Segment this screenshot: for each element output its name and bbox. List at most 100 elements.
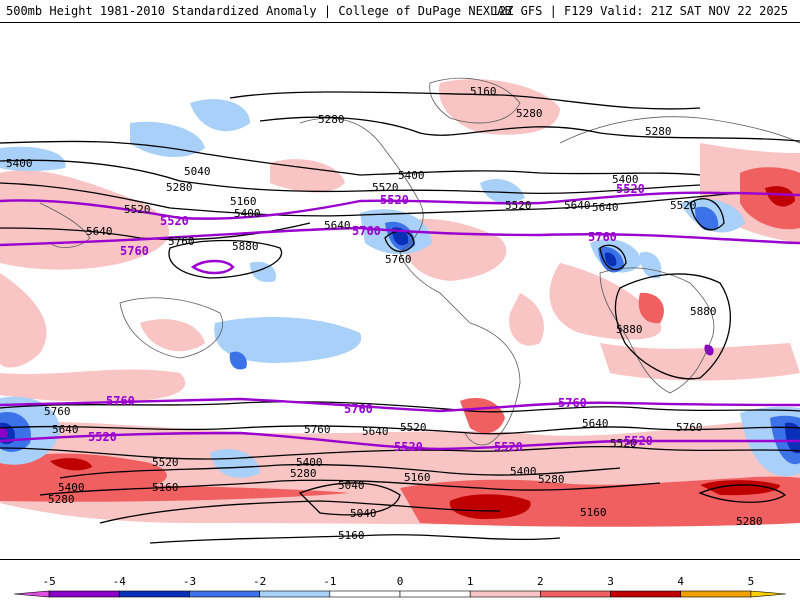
purple-contours	[0, 191, 800, 451]
colorbar-tick-label: 2	[537, 575, 544, 588]
contour-label: 5160	[152, 481, 179, 494]
contour-label: 5520	[610, 437, 637, 450]
contour-5640-south	[0, 425, 800, 435]
purple-contour-label: 5760	[352, 224, 381, 238]
contour-label: 5280	[516, 107, 543, 120]
colorbar-bins	[13, 590, 787, 598]
colorbar-tick-label: 0	[397, 575, 404, 588]
contour-label: 5040	[184, 165, 211, 178]
contour-label: 5640	[564, 199, 591, 212]
purple-label-layer: 5520 5760 5520 5760 5520 5760 5760 5760 …	[88, 182, 653, 454]
colorbar-bin	[118, 590, 190, 598]
colorbar-tick-label: -3	[183, 575, 196, 588]
purple-contour-label: 5520	[624, 434, 653, 448]
colorbar-bin	[48, 590, 120, 598]
purple-5760-north	[0, 226, 800, 247]
contour-label: 5160	[338, 529, 365, 542]
contour-5040-south	[298, 482, 401, 516]
contour-label: 5280	[318, 113, 345, 126]
purple-contour-label: 5760	[344, 402, 373, 416]
contour-label: 5040	[350, 507, 377, 520]
contour-label: 5280	[645, 125, 672, 138]
contour-label: 5760	[304, 423, 331, 436]
contour-5760-low-atlantic	[599, 244, 627, 271]
colorbar-tick-label: 1	[467, 575, 474, 588]
contour-label: 5640	[324, 219, 351, 232]
contour-5160-far-south	[149, 534, 561, 544]
contour-5160-north	[229, 91, 701, 110]
colorbar-tick-label: 3	[607, 575, 614, 588]
colorbar-tick-label: -1	[323, 575, 336, 588]
contour-5280-south	[39, 479, 661, 496]
coast-australia	[119, 297, 223, 359]
coast-eurasia	[559, 116, 800, 144]
contour-label-layer: 5160 5280 5280 5280 5400 5040 5280 5160 …	[6, 85, 763, 542]
contour-5280-north	[259, 116, 800, 142]
contour-label: 5520	[372, 181, 399, 194]
contour-5760-low-pacific	[384, 230, 415, 253]
contour-5880-pacific	[168, 239, 283, 279]
colorbar-tick-label: -5	[42, 575, 55, 588]
contour-label: 5040	[338, 479, 365, 492]
contour-label: 5400	[296, 456, 323, 469]
purple-5520-north	[0, 191, 800, 220]
colorbar-bin	[540, 590, 611, 598]
contour-label: 5880	[690, 305, 717, 318]
coast-greenland	[429, 77, 521, 124]
colorbar-bin	[189, 590, 260, 598]
purple-5520-south	[0, 431, 800, 451]
contour-label: 5280	[736, 515, 763, 528]
contour-5520-a	[0, 159, 701, 194]
colorbar-bin	[329, 590, 401, 598]
colorbar-bin	[750, 590, 787, 598]
contour-label: 5640	[86, 225, 113, 238]
coast-east-asia	[39, 202, 91, 248]
colorbar-bin	[680, 590, 752, 598]
anomaly-minus4	[0, 344, 714, 438]
contour-5880-africa	[614, 273, 732, 380]
contour-label: 5640	[592, 201, 619, 214]
contour-label: 5520	[400, 421, 427, 434]
contour-label: 5880	[232, 240, 259, 253]
contour-5640-a	[0, 182, 741, 217]
colorbar-ticks: -5 -4 -3 -2 -1 0 1 2 3 4 5	[42, 575, 754, 588]
anomaly-map: 5160 5280 5280 5280 5400 5040 5280 5160 …	[0, 22, 800, 560]
colorbar-tick-label: -4	[113, 575, 127, 588]
contour-label: 5640	[52, 423, 79, 436]
coast-south-america	[464, 322, 521, 446]
purple-contour-label: 5760	[106, 394, 135, 408]
contour-label: 5400	[510, 465, 537, 478]
contour-label: 5760	[168, 235, 195, 248]
contour-label: 5400	[398, 169, 425, 182]
colorbar-bin	[399, 590, 471, 598]
contour-label: 5640	[362, 425, 389, 438]
contour-label: 5280	[48, 493, 75, 506]
contour-label: 5400	[58, 481, 85, 494]
contour-label: 5400	[612, 173, 639, 186]
contour-label: 5520	[152, 456, 179, 469]
contour-5520-low-europe	[689, 198, 725, 231]
contour-label: 5760	[44, 405, 71, 418]
purple-contour-label: 5520	[394, 440, 423, 454]
map-title: 500mb Height 1981-2010 Standardized Anom…	[6, 4, 512, 18]
purple-5760-south	[0, 397, 800, 413]
contour-label: 5400	[6, 157, 33, 170]
contour-label: 5880	[616, 323, 643, 336]
contour-label: 5760	[385, 253, 412, 266]
coast-north-america	[299, 117, 471, 324]
purple-contour-label: 5520	[494, 440, 523, 454]
contour-label: 5160	[404, 471, 431, 484]
purple-contour-label: 5520	[160, 214, 189, 228]
purple-contour-label: 5760	[588, 230, 617, 244]
colorbar-bin	[13, 590, 50, 598]
purple-contour-label: 5520	[380, 193, 409, 207]
coast-africa	[599, 267, 715, 394]
contour-label: 5400	[234, 207, 261, 220]
anomaly-plus3	[50, 186, 795, 520]
contour-label: 5520	[124, 203, 151, 216]
purple-contour-label: 5520	[616, 182, 645, 196]
contour-label: 5520	[670, 199, 697, 212]
contour-5400-a	[0, 140, 701, 176]
colorbar-bin	[259, 590, 331, 598]
contour-label: 5520	[505, 199, 532, 212]
